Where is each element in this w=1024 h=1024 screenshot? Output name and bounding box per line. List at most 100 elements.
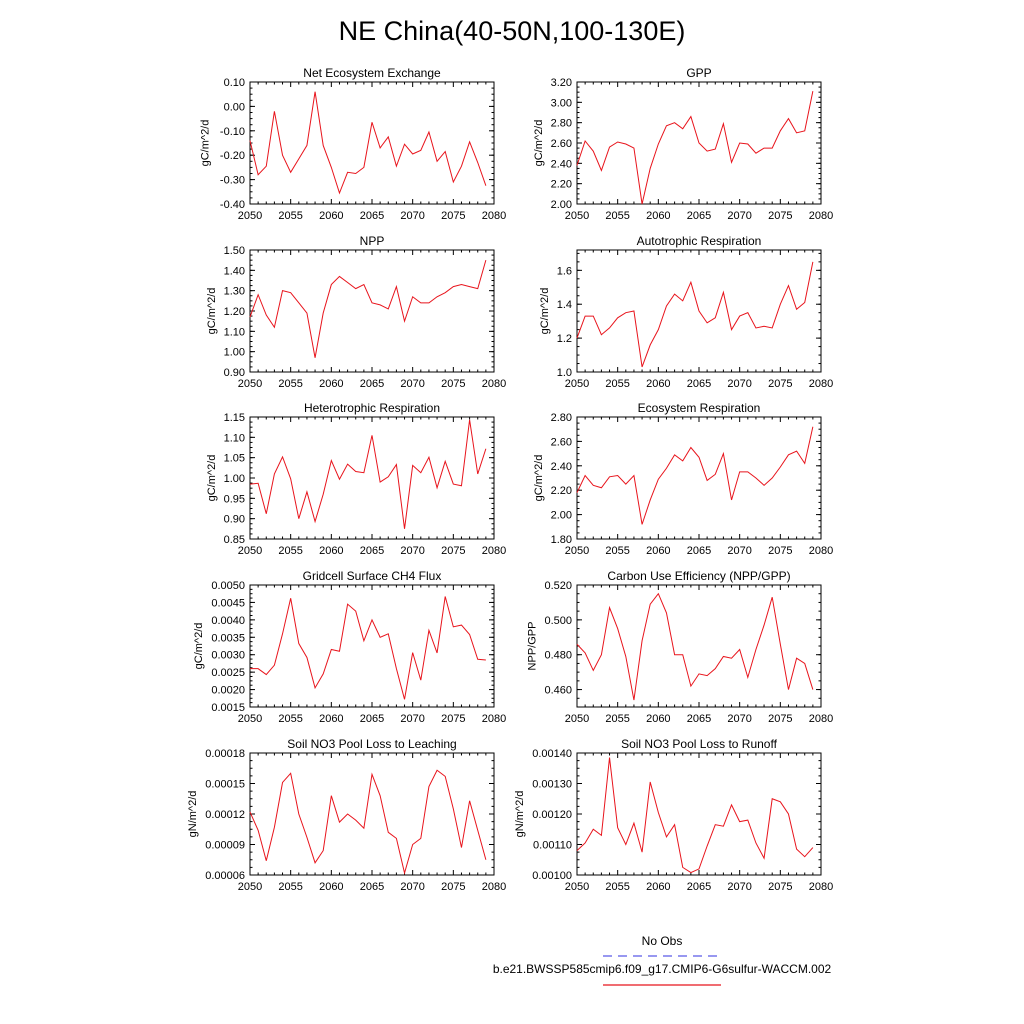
y-tick-label: 0.00100 xyxy=(532,870,572,882)
x-tick-label: 2070 xyxy=(400,881,424,893)
y-axis-label: gN/m^2/d xyxy=(514,791,526,838)
legend-model-label: b.e21.BWSSP585cmip6.f09_g17.CMIP6-G6sulf… xyxy=(493,962,832,976)
y-tick-label: 0.00012 xyxy=(205,809,245,821)
chart-panel: GPP 2050 2055 2060 2065 2070 2075 2080 2.00 2.20 2… xyxy=(533,66,833,222)
plot-frame xyxy=(576,416,822,540)
chart-panel: Net Ecosystem Exchange 2050 2055 2060 2065 20… xyxy=(200,66,507,222)
x-tick-label: 2060 xyxy=(646,545,670,557)
y-tick-label: 0.460 xyxy=(544,685,572,697)
y-tick-label: 1.6 xyxy=(557,265,572,277)
panel-title: Net Ecosystem Exchange xyxy=(303,66,441,80)
x-tick-label: 2060 xyxy=(646,210,670,222)
x-tick-label: 2080 xyxy=(482,545,506,557)
y-tick-label: 2.80 xyxy=(551,118,572,130)
x-tick-label: 2060 xyxy=(319,713,343,725)
x-tick-label: 2080 xyxy=(482,210,506,222)
y-axis-label: gC/m^2/d xyxy=(200,120,212,167)
y-tick-label: 0.0050 xyxy=(211,580,245,592)
plot-frame xyxy=(249,249,495,373)
y-tick-label: -0.40 xyxy=(220,199,245,211)
y-axis-label: gC/m^2/d xyxy=(206,288,218,335)
panel-title: Heterotrophic Respiration xyxy=(304,401,440,415)
y-tick-label: 1.10 xyxy=(224,326,245,338)
y-tick-label: 0.00140 xyxy=(532,748,572,760)
chart-panel: Soil NO3 Pool Loss to Runoff 2050 2055 2060… xyxy=(514,737,833,893)
plot-frame xyxy=(249,81,495,205)
x-tick-label: 2055 xyxy=(605,881,629,893)
chart-panel: Carbon Use Efficiency (NPP/GPP) 2050 2055 2… xyxy=(527,569,834,725)
y-tick-label: -0.20 xyxy=(220,150,245,162)
plot-frame xyxy=(576,752,822,876)
x-tick-label: 2075 xyxy=(768,881,792,893)
y-tick-label: 0.10 xyxy=(224,77,245,89)
y-tick-label: 0.95 xyxy=(224,493,245,505)
x-tick-label: 2050 xyxy=(565,545,589,557)
y-tick-label: 1.00 xyxy=(224,347,245,359)
y-tick-label: 0.0030 xyxy=(211,650,245,662)
y-tick-label: 1.00 xyxy=(224,473,245,485)
y-axis-label: gN/m^2/d xyxy=(187,791,199,838)
plot-frame xyxy=(576,584,822,708)
x-tick-label: 2055 xyxy=(605,545,629,557)
y-tick-label: 2.40 xyxy=(551,158,572,170)
x-tick-label: 2055 xyxy=(278,545,302,557)
y-tick-label: 0.480 xyxy=(544,650,572,662)
chart-panel: NPP 2050 2055 2060 2065 2070 2075 2080 0.90 1.00 1… xyxy=(206,234,506,390)
series-line xyxy=(250,596,486,700)
y-tick-label: 1.05 xyxy=(224,453,245,465)
x-tick-label: 2080 xyxy=(809,713,833,725)
x-tick-label: 2070 xyxy=(400,545,424,557)
x-tick-label: 2070 xyxy=(400,210,424,222)
x-tick-label: 2060 xyxy=(319,210,343,222)
chart-panel: Gridcell Surface CH4 Flux 2050 2055 2060 206… xyxy=(193,569,506,725)
x-tick-label: 2050 xyxy=(238,713,262,725)
x-tick-label: 2065 xyxy=(360,881,384,893)
y-tick-label: 1.10 xyxy=(224,432,245,444)
y-tick-label: 1.4 xyxy=(557,299,572,311)
x-tick-label: 2055 xyxy=(605,378,629,390)
x-tick-label: 2050 xyxy=(565,881,589,893)
x-tick-label: 2080 xyxy=(809,210,833,222)
y-tick-label: 0.00006 xyxy=(205,870,245,882)
x-tick-label: 2050 xyxy=(565,210,589,222)
x-tick-label: 2055 xyxy=(605,210,629,222)
x-tick-label: 2060 xyxy=(319,545,343,557)
x-tick-label: 2075 xyxy=(441,881,465,893)
series-line xyxy=(249,419,487,529)
panel-title: Autotrophic Respiration xyxy=(637,234,762,248)
y-tick-label: 0.0035 xyxy=(211,632,245,644)
x-tick-label: 2065 xyxy=(687,713,711,725)
chart-panel: Ecosystem Respiration 2050 2055 2060 2065 207… xyxy=(533,401,833,557)
y-tick-label: 2.20 xyxy=(551,485,572,497)
panel-title: Soil NO3 Pool Loss to Runoff xyxy=(621,737,778,751)
y-tick-label: -0.30 xyxy=(220,175,245,187)
x-tick-label: 2065 xyxy=(360,210,384,222)
x-tick-label: 2075 xyxy=(768,378,792,390)
panel-grid: Net Ecosystem Exchange 2050 2055 2060 2065 20… xyxy=(187,66,833,893)
series-line xyxy=(249,91,487,195)
y-tick-label: 2.60 xyxy=(551,138,572,150)
x-tick-label: 2070 xyxy=(727,545,751,557)
plot-frame xyxy=(249,584,495,708)
y-tick-label: 0.00009 xyxy=(205,840,245,852)
y-tick-label: 0.00015 xyxy=(205,779,245,791)
x-tick-label: 2065 xyxy=(687,378,711,390)
y-axis-label: gC/m^2/d xyxy=(193,623,205,670)
x-tick-label: 2050 xyxy=(565,378,589,390)
series-line xyxy=(249,769,487,875)
x-tick-label: 2065 xyxy=(687,881,711,893)
x-tick-label: 2070 xyxy=(400,378,424,390)
y-tick-label: 3.00 xyxy=(551,97,572,109)
series-line xyxy=(576,592,814,701)
x-tick-label: 2050 xyxy=(238,378,262,390)
y-tick-label: 2.00 xyxy=(551,199,572,211)
x-tick-label: 2065 xyxy=(687,545,711,557)
x-tick-label: 2070 xyxy=(727,881,751,893)
series-line xyxy=(576,91,814,205)
y-tick-label: 0.0045 xyxy=(211,597,245,609)
series-line xyxy=(249,260,487,358)
x-tick-label: 2080 xyxy=(809,545,833,557)
x-tick-label: 2055 xyxy=(278,378,302,390)
x-tick-label: 2075 xyxy=(768,545,792,557)
